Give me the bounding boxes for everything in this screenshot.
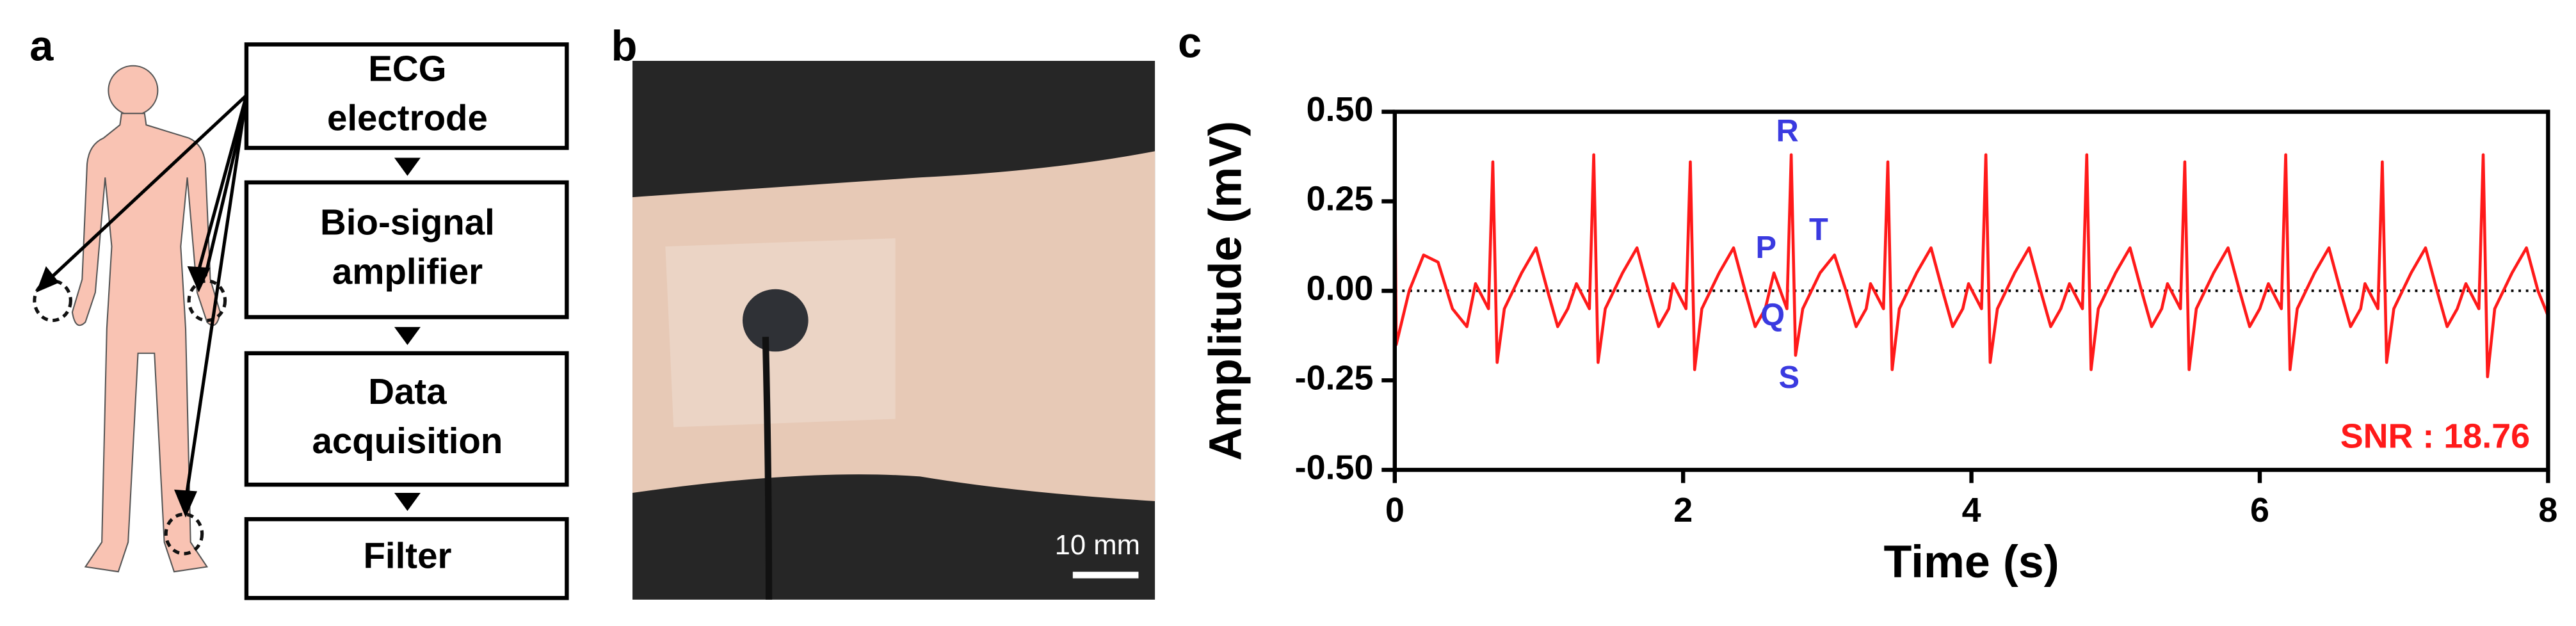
x-tick-label: 0: [1385, 491, 1405, 529]
x-axis-title: Time (s): [1884, 536, 2059, 588]
electrode-markers: [33, 279, 227, 556]
flow-box: [244, 351, 569, 487]
annotation: T: [1809, 213, 1828, 247]
chart: 0.50 0.25 0.00 -0.25 -0.50 0 2 4 6 8 Time (s) Ampli…: [1200, 90, 2558, 588]
scale-bar-label: 10 mm: [1055, 530, 1140, 561]
annotation: P: [1756, 230, 1777, 265]
x-tick-label: 4: [1962, 491, 1981, 529]
ecg-line: [1393, 147, 2550, 378]
body-silhouette: [71, 65, 221, 573]
x-tick-label: 8: [2538, 491, 2557, 529]
annotation: R: [1776, 114, 1799, 148]
flow-box-label: ECG: [368, 49, 446, 89]
flow-box: [244, 180, 569, 319]
connector-arrows: [48, 94, 248, 502]
y-axis-title: Amplitude (mV): [1200, 121, 1252, 461]
arrowheads: [36, 157, 421, 518]
x-tick-label: 2: [1673, 491, 1693, 529]
x-tick-label: 6: [2250, 491, 2269, 529]
y-tick-label: -0.50: [1295, 448, 1374, 486]
flow-box-label: acquisition: [312, 421, 503, 461]
photo: 10 mm: [632, 61, 1155, 600]
y-tick-label: 0.50: [1307, 90, 1374, 129]
panel-label: a: [29, 23, 54, 70]
flow-box-label: Data: [368, 371, 447, 412]
y-tick-label: 0.25: [1307, 180, 1374, 218]
flow-box: [244, 42, 569, 150]
plot-frame: [1392, 109, 2550, 472]
flow-box-label: amplifier: [332, 252, 483, 292]
flow-box-label: electrode: [327, 98, 488, 138]
flow-box-label: Filter: [363, 536, 451, 576]
y-tick-label: 0.00: [1307, 269, 1374, 308]
flow-box-label: Bio-signal: [320, 202, 495, 243]
y-tick-label: -0.25: [1295, 358, 1374, 397]
annotation: SNR : 18.76: [2340, 417, 2530, 456]
annotation: S: [1778, 360, 1799, 395]
annotation: Q: [1760, 298, 1785, 332]
flow-box: [244, 517, 569, 600]
panel-label: c: [1178, 20, 1202, 67]
